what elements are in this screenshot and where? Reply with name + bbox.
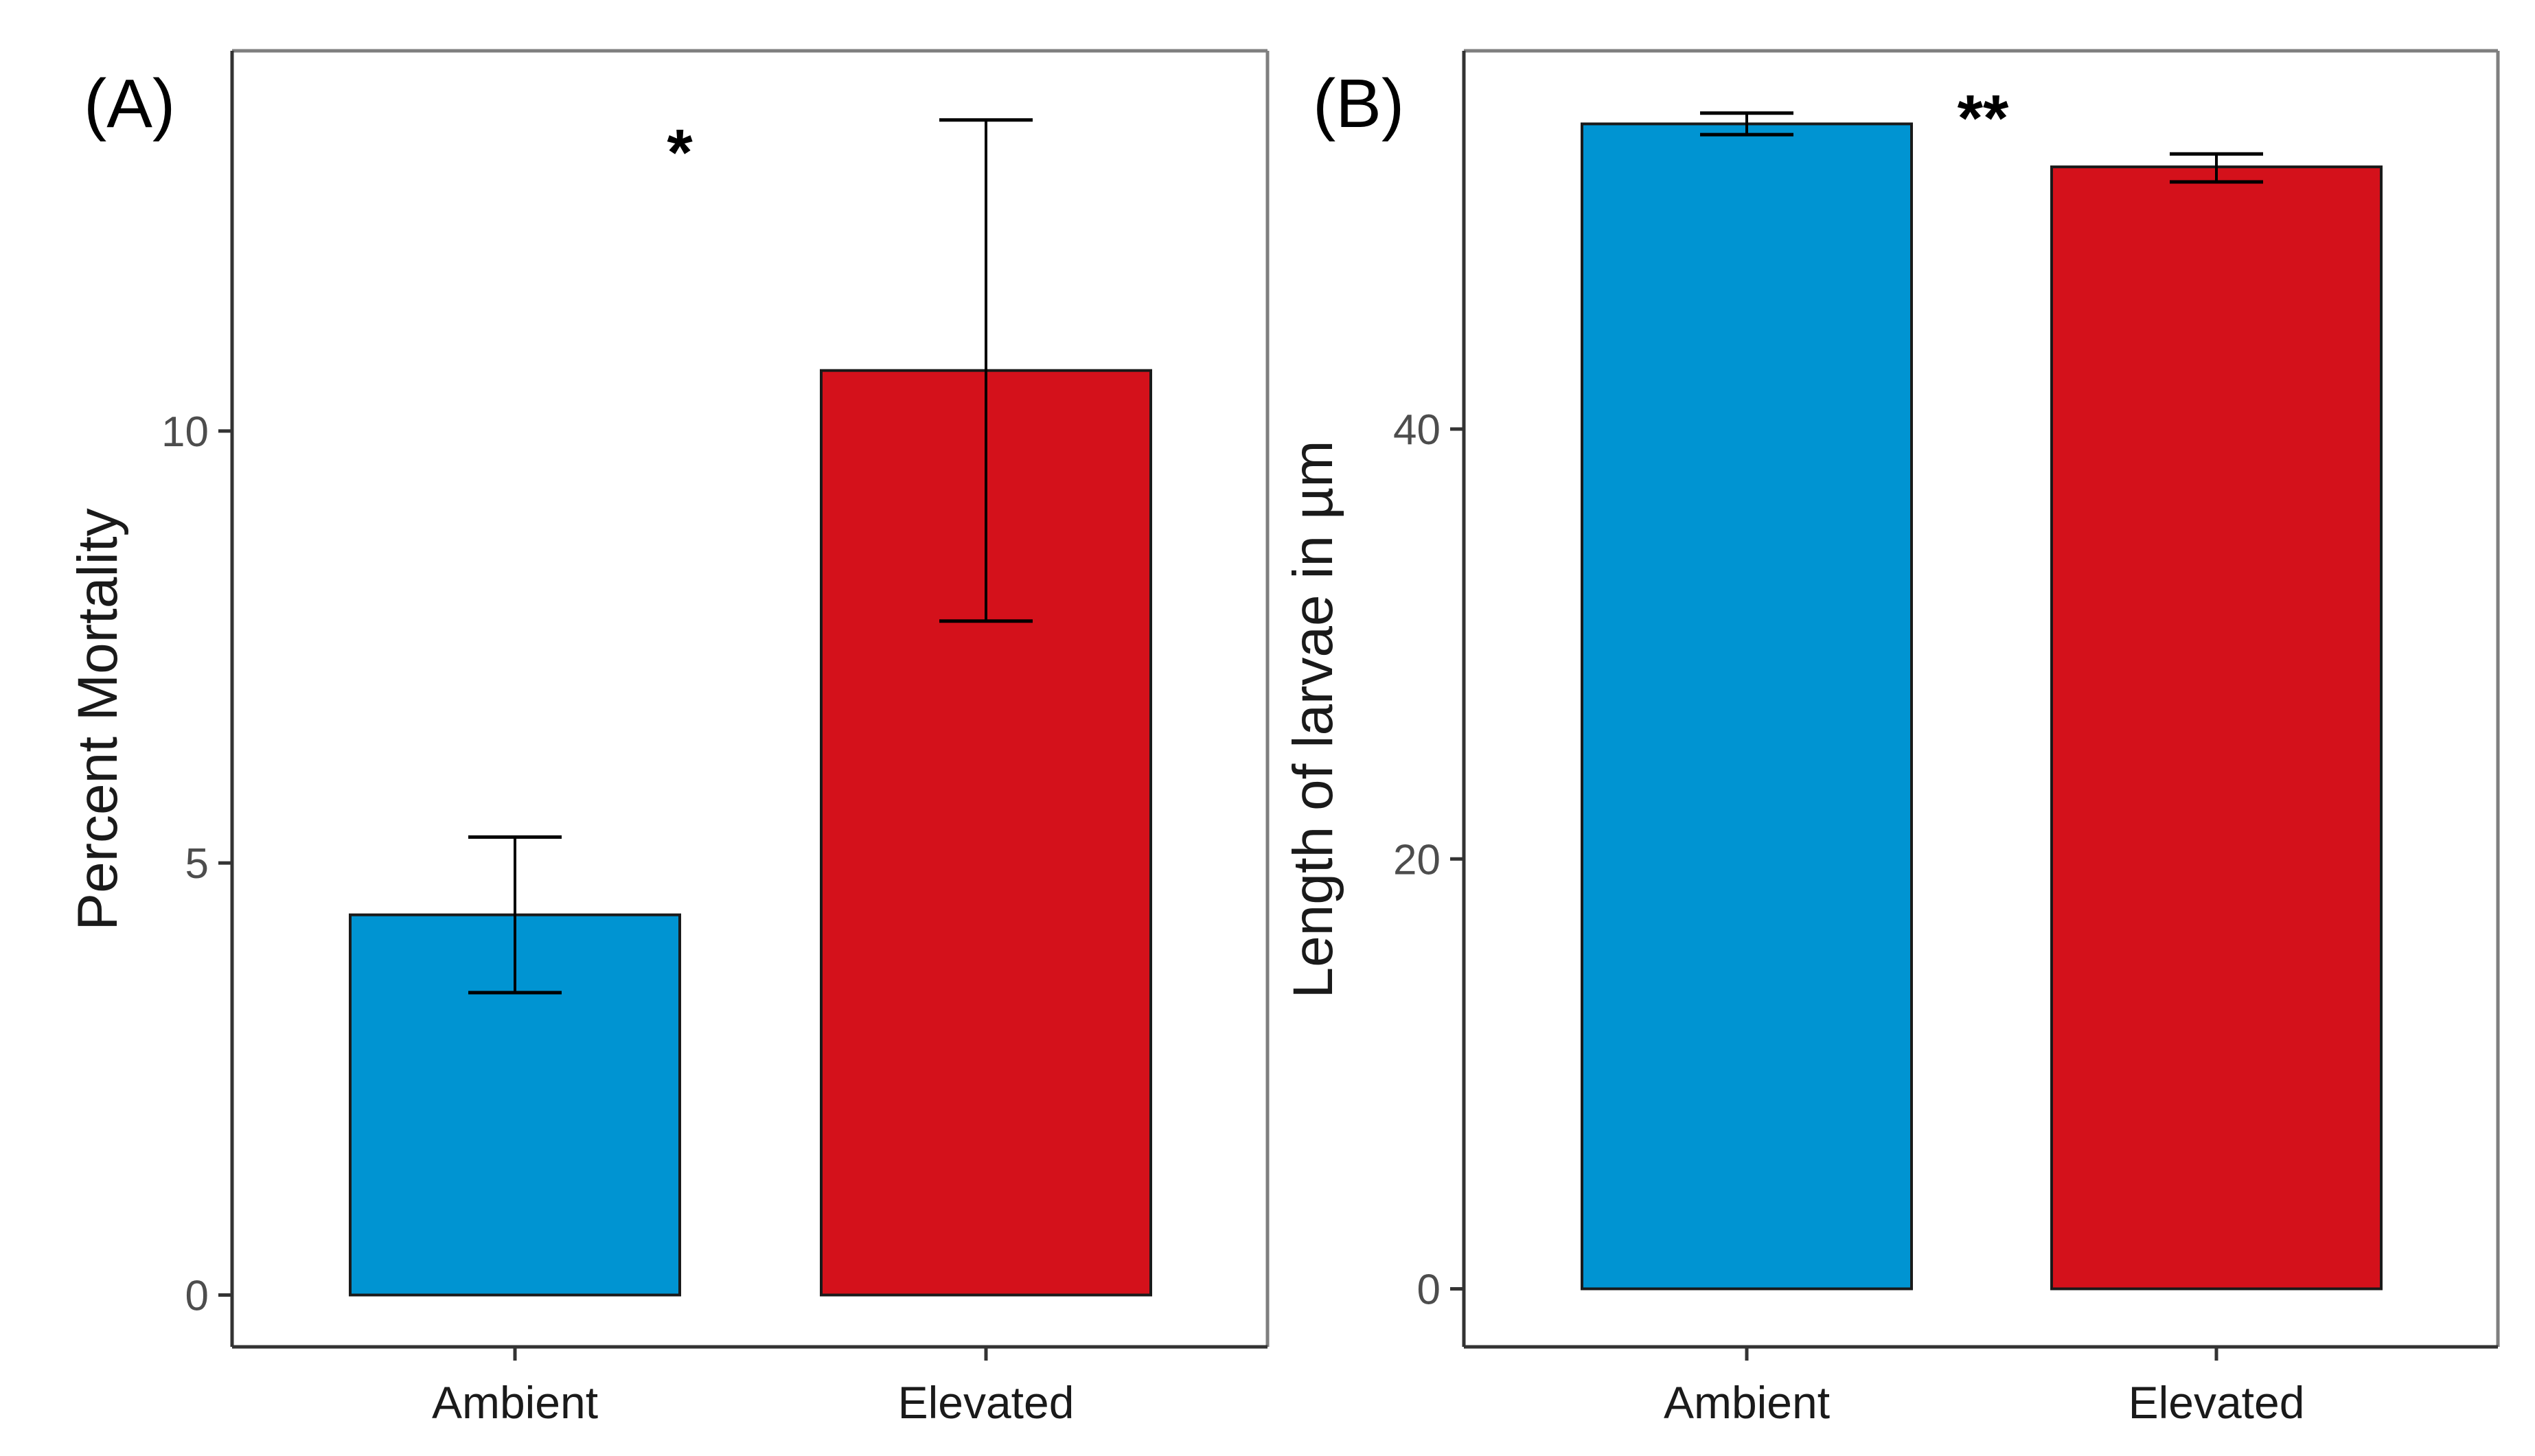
- panel-a-label: (A): [84, 65, 175, 142]
- error-bar-ambient: [468, 835, 562, 995]
- panel-a-error-bars: [468, 118, 1033, 995]
- panel-a-y-axis: 0 5 10: [161, 408, 232, 1319]
- x-category-label-elevated: Elevated: [2129, 1377, 2305, 1428]
- panel-a-frame-border: [230, 49, 1270, 1349]
- y-tick-label: 40: [1393, 406, 1441, 454]
- panel-b-label: (B): [1313, 65, 1404, 142]
- y-tick-label: 5: [185, 840, 209, 888]
- panel-b-bars: [1581, 122, 2383, 1291]
- error-bar-elevated: [939, 118, 1033, 623]
- panel-a-significance-marker: *: [667, 116, 693, 189]
- panel-b-significance-marker: **: [1958, 82, 2009, 155]
- panel-b-error-bars: [1700, 111, 2263, 184]
- x-category-label-ambient: Ambient: [1664, 1377, 1830, 1428]
- panel-a-y-axis-title: Percent Mortality: [67, 508, 129, 930]
- panel-a-bars: [349, 369, 1152, 1297]
- panel-b: 0 20 40 Ambient Elevated Length of larvae i…: [1282, 49, 2500, 1428]
- panel-b-y-axis: 0 20 40: [1393, 406, 1464, 1313]
- panel-b-y-axis-title: Length of larvae in µm: [1282, 440, 1344, 998]
- y-tick-label: 10: [161, 408, 209, 456]
- y-tick-label: 20: [1393, 836, 1441, 883]
- panel-b-x-axis: Ambient Elevated: [1664, 1347, 2304, 1428]
- panel-a: 0 5 10 Ambient Elevated Percent Mortality (…: [67, 49, 1270, 1428]
- error-bar-elevated: [2170, 152, 2263, 184]
- panel-b-frame-border: [1462, 49, 2500, 1349]
- y-tick-label: 0: [185, 1272, 209, 1319]
- panel-a-x-axis: Ambient Elevated: [432, 1347, 1074, 1428]
- x-category-label-elevated: Elevated: [898, 1377, 1075, 1428]
- error-bar-ambient: [1700, 111, 1793, 137]
- y-tick-label: 0: [1417, 1266, 1441, 1313]
- bar-elevated: [2050, 165, 2383, 1291]
- bar-ambient: [1581, 122, 1913, 1291]
- x-category-label-ambient: Ambient: [432, 1377, 598, 1428]
